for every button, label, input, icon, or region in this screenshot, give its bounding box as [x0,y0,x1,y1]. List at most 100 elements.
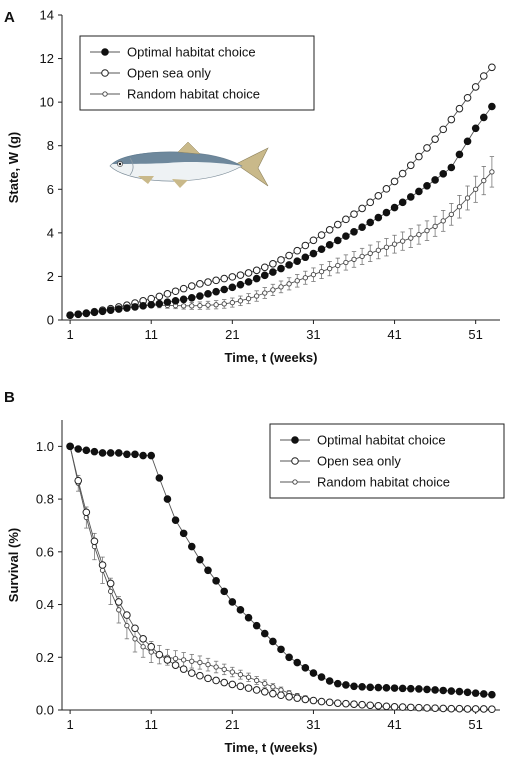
data-point [212,676,220,685]
data-point [139,451,147,460]
y-tick-label: 0.4 [36,597,54,612]
y-tick-label: 4 [47,225,54,240]
data-point [171,287,180,296]
data-point [390,684,399,692]
fish-dorsal-fin [177,141,201,155]
data-point [479,705,488,713]
y-tick-label: 10 [40,95,54,110]
data-point [343,259,349,266]
data-point [488,690,496,699]
data-point [374,683,383,692]
data-point [325,698,334,707]
data-point [260,263,269,272]
data-point [220,587,229,596]
data-point [114,598,123,606]
data-point [325,226,334,234]
data-point [367,250,373,256]
data-point [333,236,342,245]
data-point [245,295,252,302]
data-point [212,577,220,585]
data-point [181,303,187,309]
data-point [155,292,164,301]
data-point [301,664,310,672]
data-point [293,246,302,255]
legend-label: Open sea only [127,66,211,81]
y-tick-label: 12 [40,51,54,66]
data-point [244,269,253,277]
data-point [318,268,325,275]
x-tick-label: 41 [387,717,401,732]
data-point [293,658,302,667]
data-point [220,285,229,294]
data-point [358,223,366,231]
legend-marker [292,479,298,485]
data-point [416,231,422,238]
data-point [213,302,219,308]
data-point [463,93,472,102]
data-point [398,703,407,711]
data-point [374,701,383,710]
data-point [301,241,310,250]
data-point [424,228,430,234]
data-point [440,218,446,224]
data-point [374,192,383,200]
data-point [294,278,300,284]
data-point [333,679,342,688]
data-point [74,310,83,319]
data-point [262,290,268,296]
data-point [269,689,277,698]
series-filled [66,102,496,320]
data-point [358,700,366,709]
data-point [147,451,156,460]
data-point [455,150,464,159]
data-point [196,280,204,288]
data-point [236,606,245,614]
data-point [163,298,172,306]
legend: Optimal habitat choice Open sea only Rando… [269,423,505,499]
data-point [270,684,276,690]
x-tick-label: 1 [66,327,73,342]
data-point [473,186,479,192]
data-point [383,244,390,250]
data-point [317,673,326,681]
data-point [286,281,292,287]
data-point [196,292,204,300]
data-point [431,176,439,184]
data-point [488,102,496,111]
data-point [179,665,188,673]
data-point [431,135,439,143]
data-point [382,684,391,692]
data-point [366,683,375,692]
data-point [196,555,204,564]
data-point [390,203,399,212]
data-point [456,204,463,210]
data-point [244,278,253,286]
data-point [335,262,341,269]
data-point [471,124,480,133]
data-point [260,271,269,280]
data-point [350,227,358,236]
data-point [204,278,212,286]
data-point [358,204,366,213]
legend: Optimal habitat choice Open sea only Rando… [79,35,315,111]
data-point [431,704,439,712]
data-point [140,644,146,650]
data-point [488,705,496,714]
data-point [131,450,139,459]
data-point [317,245,326,253]
data-point [213,664,219,670]
data-point [74,476,83,485]
data-point [325,677,334,685]
data-point [106,579,115,588]
data-point [375,247,381,253]
data-point [277,691,285,700]
data-point [171,516,180,524]
data-point [398,198,407,207]
data-point [98,307,107,316]
data-point [82,446,91,455]
legend-label: Random habitat choice [127,87,260,102]
data-point [301,253,310,262]
data-point [278,284,284,290]
data-point [398,684,407,693]
